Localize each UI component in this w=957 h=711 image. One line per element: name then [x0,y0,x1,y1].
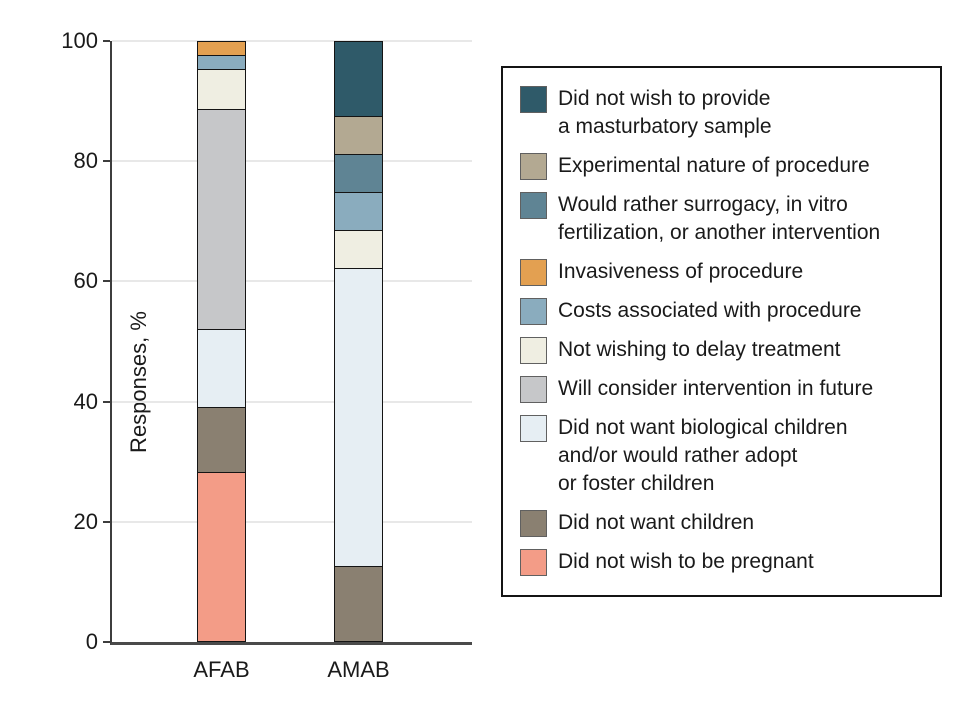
legend-label-2: Would rather surrogacy, in vitro fertiliz… [558,191,880,247]
segment-amab [335,566,382,641]
legend-label-line: Did not want biological children [558,416,848,439]
gridline-60 [112,280,472,283]
segment-amab [335,269,382,567]
segment-amab [335,193,382,232]
segment-afab [198,70,245,110]
legend-label-line: Would rather surrogacy, in vitro [558,193,848,216]
legend-label-9: Did not wish to be pregnant [558,548,814,576]
legend-swatch-1 [520,153,547,180]
legend-label-5: Not wishing to delay treatment [558,336,840,364]
legend-label-0: Did not wish to provide a masturbatory sa… [558,85,772,141]
segment-amab [335,231,382,270]
legend-swatch-4 [520,298,547,325]
y-tick-label-0: 0 [85,629,98,654]
legend-label-6: Will consider intervention in future [558,375,873,403]
legend-item-4: Costs associated with procedure [520,297,928,325]
y-tick-40 [103,400,110,403]
legend-label-line: Did not wish to provide [558,87,771,110]
segment-amab [335,42,382,118]
legend-label-line: Experimental nature of procedure [558,154,870,177]
plot-area: Responses, % 0 20 40 60 80 100 AFAB AMAB [61,30,472,682]
legend-item-9: Did not wish to be pregnant [520,548,928,576]
y-tick-label-20: 20 [73,508,98,534]
legend-label-line: a masturbatory sample [558,115,772,138]
legend-item-2: Would rather surrogacy, in vitro fertiliz… [520,191,928,247]
legend-swatch-9 [520,549,547,576]
gridline-80 [112,160,472,163]
legend-label-line: Did not wish to be pregnant [558,550,814,573]
y-tick-20 [103,520,110,523]
x-category-label-amab: AMAB [327,657,390,682]
legend-item-3: Invasiveness of procedure [520,258,928,286]
segment-amab [335,117,382,156]
segment-afab [198,109,245,330]
segment-afab [198,473,245,641]
legend-item-5: Not wishing to delay treatment [520,336,928,364]
legend-swatch-0 [520,86,547,113]
gridline-40 [112,400,472,403]
y-tick-label-80: 80 [73,148,98,174]
legend-swatch-7 [520,415,547,442]
y-tick-0 [103,641,110,643]
legend-label-3: Invasiveness of procedure [558,258,803,286]
legend-label-line: Invasiveness of procedure [558,260,804,283]
y-tick-80 [103,160,110,163]
gridline-100 [112,40,472,42]
y-tick-label-40: 40 [73,388,98,414]
legend-swatch-8 [520,510,547,537]
legend-label-1: Experimental nature of procedure [558,152,870,180]
segment-afab [198,42,245,57]
y-tick-label-100: 100 [61,28,98,53]
bar-amab [334,41,383,642]
y-tick-60 [103,280,110,283]
legend-label-line: Costs associated with procedure [558,299,862,322]
legend-swatch-5 [520,337,547,364]
segment-afab [198,407,245,474]
y-axis-title: Responses, % [126,311,151,453]
legend-label-line: Did not want children [558,511,755,534]
legend-swatch-6 [520,376,547,403]
x-category-label-afab: AFAB [193,657,250,682]
legend-item-8: Did not want children [520,509,928,537]
segment-afab [198,56,245,71]
y-tick-100 [103,40,110,42]
legend-label-line: fertilization, or another intervention [558,221,881,244]
legend-item-6: Will consider intervention in future [520,375,928,403]
legend-label-4: Costs associated with procedure [558,297,862,325]
segment-afab [198,329,245,408]
legend-label-7: Did not want biological children and/or w… [558,414,848,498]
legend-swatch-2 [520,192,547,219]
legend-label-8: Did not want children [558,509,754,537]
legend-label-line: and/or would rather adopt [558,444,798,467]
y-tick-label-60: 60 [73,268,98,294]
legend-item-1: Experimental nature of procedure [520,152,928,180]
legend-box: Did not wish to provide a masturbatory sa… [501,66,942,597]
bar-afab [197,41,246,642]
legend-item-0: Did not wish to provide a masturbatory sa… [520,85,928,141]
legend-label-line: Not wishing to delay treatment [558,338,841,361]
segment-amab [335,155,382,194]
legend-label-line: Will consider intervention in future [558,377,874,400]
legend-swatch-3 [520,259,547,286]
legend-item-7: Did not want biological children and/or w… [520,414,928,498]
gridline-20 [112,520,472,523]
legend-label-line: or foster children [558,472,715,495]
